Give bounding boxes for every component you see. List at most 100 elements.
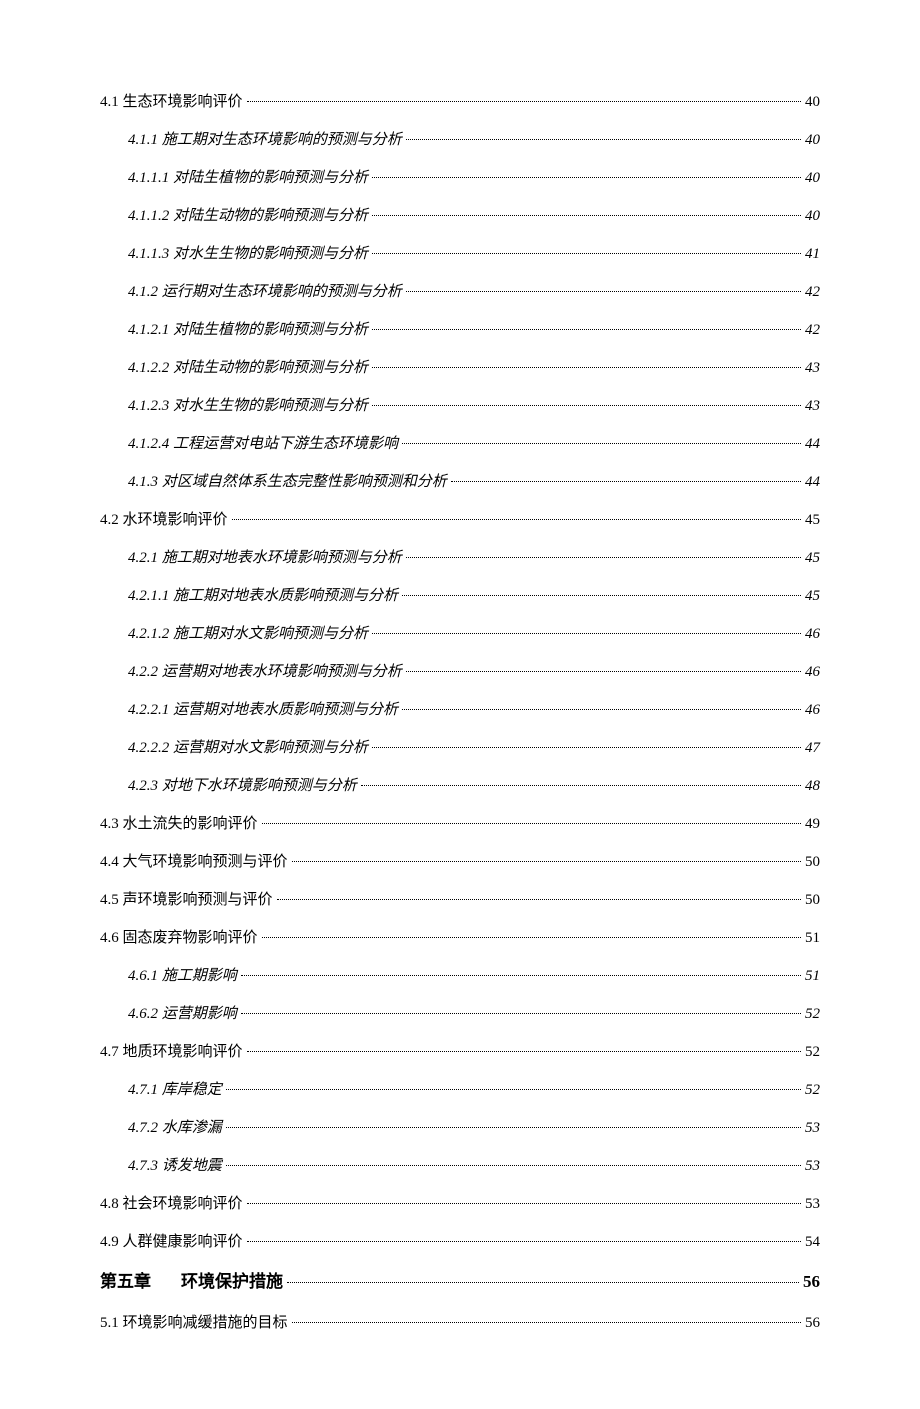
toc-entry[interactable]: 4.1.1.3 对水生生物的影响预测与分析 41	[128, 242, 820, 266]
toc-entry[interactable]: 4.2 水环境影响评价 45	[100, 508, 820, 532]
toc-entry-label: 4.2.2.1 运营期对地表水质影响预测与分析	[128, 698, 398, 722]
toc-entry-label: 4.4 大气环境影响预测与评价	[100, 850, 288, 874]
toc-entry-label: 4.7.3 诱发地震	[128, 1154, 222, 1178]
toc-page-number: 48	[805, 774, 820, 798]
toc-entry-label: 4.7.1 库岸稳定	[128, 1078, 222, 1102]
toc-entry[interactable]: 4.2.2 运营期对地表水环境影响预测与分析 46	[128, 660, 820, 684]
toc-entry-label: 4.1.1 施工期对生态环境影响的预测与分析	[128, 128, 402, 152]
toc-entry[interactable]: 4.6.1 施工期影响 51	[128, 964, 820, 988]
toc-entry[interactable]: 4.9 人群健康影响评价 54	[100, 1230, 820, 1254]
toc-dots-leader	[247, 101, 801, 102]
toc-page-number: 51	[805, 964, 820, 988]
toc-dots-leader	[241, 975, 801, 976]
toc-page-number: 54	[805, 1230, 820, 1254]
toc-page-number: 42	[805, 318, 820, 342]
toc-page-number: 50	[805, 850, 820, 874]
toc-entry[interactable]: 4.3 水土流失的影响评价 49	[100, 812, 820, 836]
toc-entry[interactable]: 4.1.2.3 对水生生物的影响预测与分析 43	[128, 394, 820, 418]
toc-entry-label: 4.1 生态环境影响评价	[100, 90, 243, 114]
toc-page-number: 41	[805, 242, 820, 266]
toc-entry[interactable]: 4.1.2.1 对陆生植物的影响预测与分析 42	[128, 318, 820, 342]
toc-entry-label: 4.1.1.1 对陆生植物的影响预测与分析	[128, 166, 368, 190]
toc-page-number: 43	[805, 356, 820, 380]
toc-page-number: 40	[805, 166, 820, 190]
toc-page-number: 53	[805, 1154, 820, 1178]
toc-page-number: 40	[805, 90, 820, 114]
toc-entry[interactable]: 4.1.1.1 对陆生植物的影响预测与分析 40	[128, 166, 820, 190]
toc-page-number: 49	[805, 812, 820, 836]
toc-entry[interactable]: 4.1.2.2 对陆生动物的影响预测与分析 43	[128, 356, 820, 380]
toc-dots-leader	[372, 367, 801, 368]
toc-page-number: 45	[805, 546, 820, 570]
toc-dots-leader	[232, 519, 801, 520]
toc-dots-leader	[406, 557, 801, 558]
toc-dots-leader	[292, 861, 801, 862]
toc-page-number: 42	[805, 280, 820, 304]
toc-dots-leader	[277, 899, 801, 900]
toc-dots-leader	[372, 177, 801, 178]
toc-dots-leader	[372, 329, 801, 330]
toc-entry-label: 4.1.1.3 对水生生物的影响预测与分析	[128, 242, 368, 266]
toc-entry[interactable]: 4.1.1 施工期对生态环境影响的预测与分析 40	[128, 128, 820, 152]
toc-page-number: 52	[805, 1002, 820, 1026]
toc-page-number: 51	[805, 926, 820, 950]
toc-dots-leader	[287, 1282, 799, 1283]
toc-entry-label: 4.1.2 运行期对生态环境影响的预测与分析	[128, 280, 402, 304]
toc-entry-label: 4.7 地质环境影响评价	[100, 1040, 243, 1064]
toc-entry[interactable]: 4.2.3 对地下水环境影响预测与分析 48	[128, 774, 820, 798]
toc-entry[interactable]: 第五章环境保护措施 56	[100, 1268, 820, 1295]
toc-entry[interactable]: 4.2.1.2 施工期对水文影响预测与分析 46	[128, 622, 820, 646]
toc-dots-leader	[406, 671, 801, 672]
toc-dots-leader	[226, 1127, 801, 1128]
toc-dots-leader	[247, 1203, 801, 1204]
toc-entry[interactable]: 4.1.3 对区域自然体系生态完整性影响预测和分析 44	[128, 470, 820, 494]
toc-entry[interactable]: 4.1 生态环境影响评价 40	[100, 90, 820, 114]
toc-dots-leader	[372, 633, 801, 634]
toc-entry[interactable]: 4.4 大气环境影响预测与评价 50	[100, 850, 820, 874]
toc-page-number: 53	[805, 1116, 820, 1140]
toc-page-number: 45	[805, 584, 820, 608]
toc-dots-leader	[226, 1089, 801, 1090]
toc-entry[interactable]: 5.1 环境影响减缓措施的目标 56	[100, 1311, 820, 1335]
toc-page-number: 40	[805, 204, 820, 228]
toc-entry-label: 4.2.1 施工期对地表水环境影响预测与分析	[128, 546, 402, 570]
toc-chapter-number: 第五章	[100, 1272, 151, 1291]
toc-entry-label: 第五章环境保护措施	[100, 1268, 283, 1295]
toc-dots-leader	[402, 443, 801, 444]
toc-entry[interactable]: 4.5 声环境影响预测与评价 50	[100, 888, 820, 912]
toc-entry-label: 4.6.2 运营期影响	[128, 1002, 237, 1026]
toc-entry[interactable]: 4.7.2 水库渗漏 53	[128, 1116, 820, 1140]
toc-page-number: 44	[805, 432, 820, 456]
toc-entry[interactable]: 4.8 社会环境影响评价 53	[100, 1192, 820, 1216]
toc-entry[interactable]: 4.7.1 库岸稳定 52	[128, 1078, 820, 1102]
toc-entry-label: 4.1.2.4 工程运营对电站下游生态环境影响	[128, 432, 398, 456]
toc-entry[interactable]: 4.7 地质环境影响评价 52	[100, 1040, 820, 1064]
toc-entry[interactable]: 4.2.1.1 施工期对地表水质影响预测与分析 45	[128, 584, 820, 608]
toc-page-number: 52	[805, 1040, 820, 1064]
toc-page-number: 56	[803, 1268, 820, 1295]
toc-dots-leader	[262, 823, 801, 824]
toc-entry[interactable]: 4.7.3 诱发地震 53	[128, 1154, 820, 1178]
toc-entry[interactable]: 4.1.1.2 对陆生动物的影响预测与分析 40	[128, 204, 820, 228]
toc-page-number: 50	[805, 888, 820, 912]
toc-entry[interactable]: 4.2.2.1 运营期对地表水质影响预测与分析 46	[128, 698, 820, 722]
toc-page-number: 40	[805, 128, 820, 152]
toc-entry[interactable]: 4.6.2 运营期影响 52	[128, 1002, 820, 1026]
toc-page-number: 52	[805, 1078, 820, 1102]
toc-entry[interactable]: 4.1.2.4 工程运营对电站下游生态环境影响 44	[128, 432, 820, 456]
toc-entry[interactable]: 4.2.2.2 运营期对水文影响预测与分析 47	[128, 736, 820, 760]
toc-entry-label: 4.3 水土流失的影响评价	[100, 812, 258, 836]
toc-page-number: 44	[805, 470, 820, 494]
toc-entry-label: 4.5 声环境影响预测与评价	[100, 888, 273, 912]
toc-page-number: 46	[805, 698, 820, 722]
toc-dots-leader	[402, 709, 801, 710]
toc-page-number: 45	[805, 508, 820, 532]
toc-entry[interactable]: 4.2.1 施工期对地表水环境影响预测与分析 45	[128, 546, 820, 570]
toc-entry[interactable]: 4.6 固态废弃物影响评价 51	[100, 926, 820, 950]
toc-page-number: 46	[805, 622, 820, 646]
toc-dots-leader	[372, 405, 801, 406]
toc-page-number: 47	[805, 736, 820, 760]
toc-entry[interactable]: 4.1.2 运行期对生态环境影响的预测与分析 42	[128, 280, 820, 304]
toc-dots-leader	[372, 747, 801, 748]
toc-entry-label: 4.2.1.2 施工期对水文影响预测与分析	[128, 622, 368, 646]
